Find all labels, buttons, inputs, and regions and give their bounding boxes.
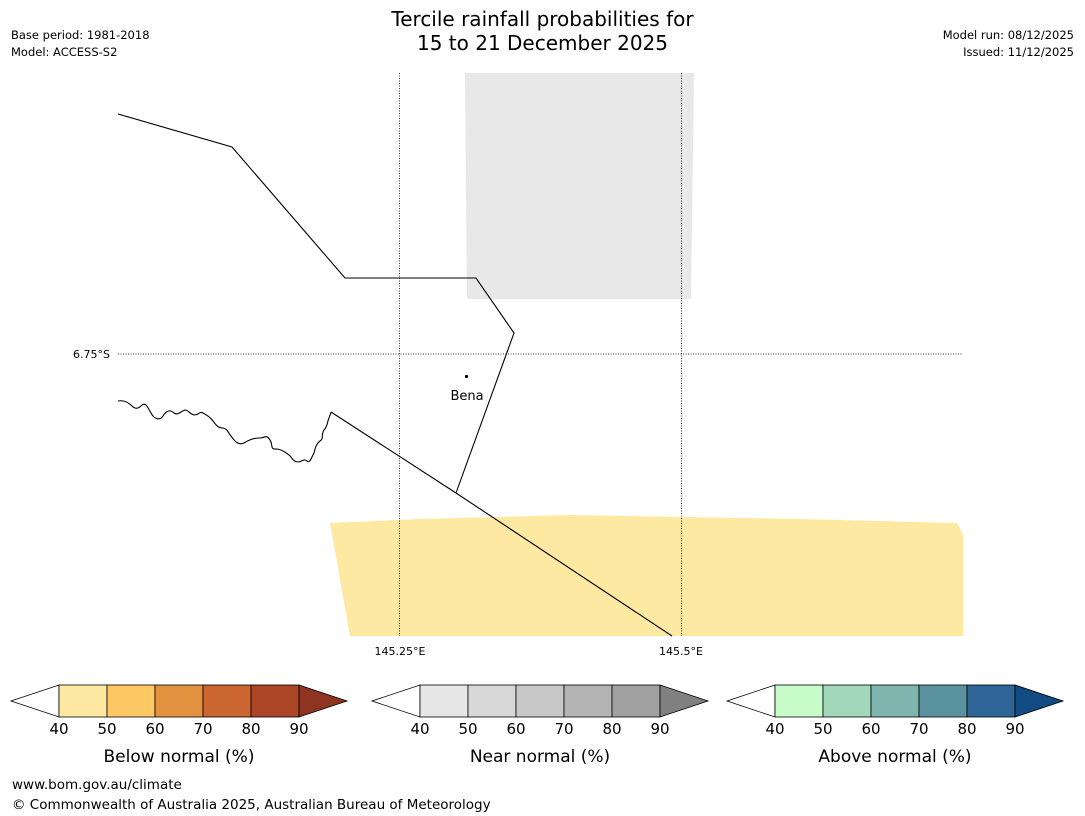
colorbar-legends: 40 50 60 70 80 90 Below normal (%) 40 50 60 70 80 90… — [9, 684, 1065, 767]
header-right: Model run: 08/12/2025 Issued: 11/12/2025 — [943, 27, 1074, 61]
colorbar-tick-label: 70 — [909, 720, 928, 738]
colorbar-swatch — [774, 684, 824, 718]
colorbar-swatch — [966, 684, 1016, 718]
colorbar-extend-high — [659, 684, 710, 718]
near-normal-region — [465, 73, 694, 299]
map-title: Tercile rainfall probabilities for 15 to… — [0, 7, 1085, 55]
colorbar-label: Near normal (%) — [470, 747, 610, 767]
colorbar-tick-label: 60 — [506, 720, 525, 738]
colorbar-swatch — [154, 684, 204, 718]
colorbar-label: Above normal (%) — [818, 747, 971, 767]
colorbar-extend-high — [298, 684, 349, 718]
base-period: Base period: 1981-2018 — [11, 28, 150, 42]
colorbar-tick-label: 90 — [289, 720, 308, 738]
title-line-2: 15 to 21 December 2025 — [416, 31, 668, 55]
colorbar-swatch — [870, 684, 920, 718]
colorbar-tick-label: 60 — [861, 720, 880, 738]
colorbar-tick-label: 50 — [813, 720, 832, 738]
colorbar-label: Below normal (%) — [104, 747, 255, 767]
colorbar-tick-label: 70 — [554, 720, 573, 738]
province-boundary-south — [330, 411, 673, 637]
province-boundary-north — [117, 113, 515, 494]
title-line-1: Tercile rainfall probabilities for — [391, 7, 694, 31]
colorbar-tick-label: 50 — [97, 720, 116, 738]
colorbar-tick-label: 80 — [602, 720, 621, 738]
below-normal-region — [330, 515, 963, 636]
colorbar-tick-label: 80 — [957, 720, 976, 738]
latitude-label: 6.75°S — [73, 348, 110, 361]
colorbar-swatch — [563, 684, 613, 718]
colorbar-swatch — [611, 684, 661, 718]
colorbar-1: 40 50 60 70 80 90 Below normal (%) — [9, 684, 349, 767]
colorbar-swatch — [250, 684, 300, 718]
colorbar-swatch — [419, 684, 469, 718]
model-name: Model: ACCESS-S2 — [11, 45, 118, 59]
colorbar-extend-low — [9, 684, 60, 718]
colorbar-swatch — [106, 684, 156, 718]
colorbar-extend-high — [1014, 684, 1065, 718]
colorbar-extend-low — [370, 684, 421, 718]
colorbar-2: 40 50 60 70 80 90 Near normal (%) — [370, 684, 710, 767]
footer: www.bom.gov.au/climate © Commonwealth of… — [12, 775, 491, 815]
place-label-bena: Bena — [450, 389, 483, 404]
longitude-label-145-5: 145.5°E — [659, 645, 703, 658]
colorbar-swatch — [58, 684, 108, 718]
place-marker-bena — [464, 374, 469, 379]
colorbar-tick-label: 40 — [765, 720, 784, 738]
colorbar-swatch — [515, 684, 565, 718]
colorbar-tick-label: 50 — [458, 720, 477, 738]
copyright-text: © Commonwealth of Australia 2025, Austra… — [12, 797, 491, 813]
longitude-label-145-25: 145.25°E — [375, 645, 426, 658]
colorbar-3: 40 50 60 70 80 90 Above normal (%) — [725, 684, 1065, 767]
colorbar-tick-label: 70 — [193, 720, 212, 738]
website-link[interactable]: www.bom.gov.au/climate — [12, 777, 182, 793]
model-run: Model run: 08/12/2025 — [942, 28, 1074, 42]
colorbar-tick-label: 60 — [145, 720, 164, 738]
colorbar-tick-label: 90 — [1005, 720, 1024, 738]
colorbar-swatch — [202, 684, 252, 718]
coastline — [117, 400, 332, 463]
colorbar-swatch — [467, 684, 517, 718]
colorbar-swatch — [822, 684, 872, 718]
header-left: Base period: 1981-2018 Model: ACCESS-S2 — [11, 27, 150, 61]
issued-date: Issued: 11/12/2025 — [963, 45, 1074, 59]
colorbar-swatch — [918, 684, 968, 718]
colorbar-tick-label: 40 — [410, 720, 429, 738]
colorbar-tick-label: 40 — [49, 720, 68, 738]
colorbar-tick-label: 90 — [650, 720, 669, 738]
colorbar-extend-low — [725, 684, 776, 718]
colorbar-tick-label: 80 — [241, 720, 260, 738]
